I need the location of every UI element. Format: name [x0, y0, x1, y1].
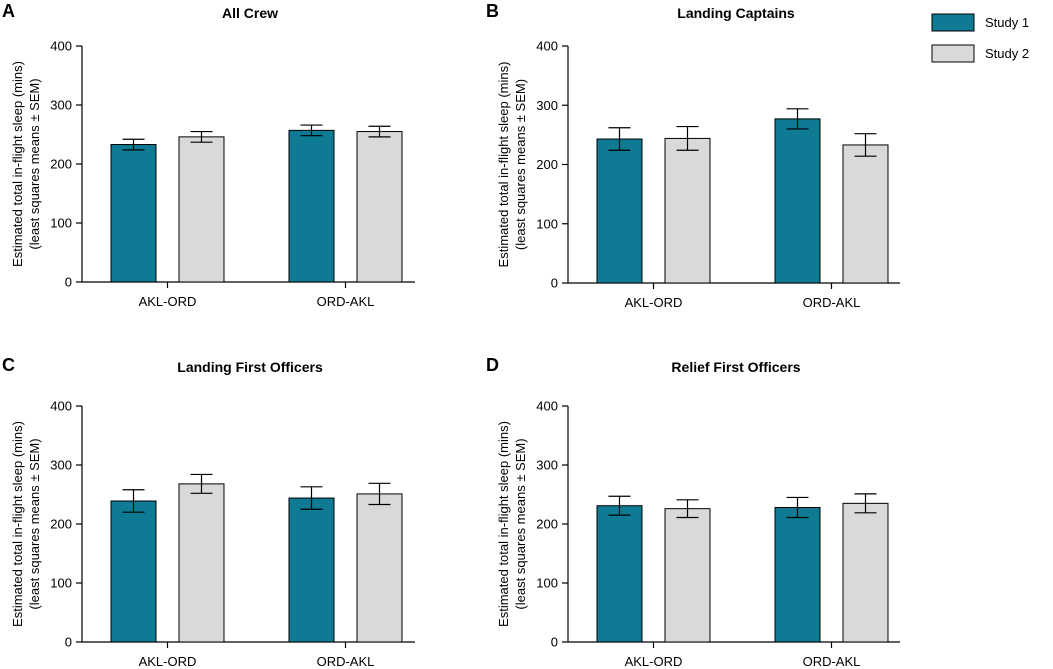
- panel-a: A All Crew Estimated total in-flight sleep…: [2, 1, 415, 309]
- y-tick-label: 300: [50, 458, 72, 473]
- bar-study-1: [288, 497, 335, 643]
- y-tick-label: 400: [536, 399, 558, 414]
- legend-label: Study 2: [985, 46, 1029, 61]
- panel-c: C Landing First Officers Estimated total i…: [2, 355, 415, 669]
- legend: Study 1 Study 2: [931, 13, 1029, 63]
- y-tick-label: 100: [50, 216, 72, 231]
- x-tick-label: ORD-AKL: [317, 654, 375, 669]
- bar-study-1: [596, 138, 643, 284]
- panel-letter: B: [486, 1, 499, 21]
- bar-study-2: [664, 137, 711, 284]
- legend-label: Study 1: [985, 15, 1029, 30]
- panel-letter: C: [2, 355, 15, 375]
- bar-study-2: [842, 144, 889, 284]
- x-tick-label: ORD-AKL: [803, 295, 861, 310]
- y-tick-label: 0: [65, 635, 72, 650]
- bar-study-2: [356, 493, 403, 643]
- panel-letter: D: [486, 355, 499, 375]
- bar-study-1: [774, 506, 821, 643]
- y-axis-label: Estimated total in-flight sleep (mins): [496, 62, 511, 268]
- y-tick-label: 300: [536, 458, 558, 473]
- panel-title: Landing Captains: [677, 5, 795, 21]
- panel-title: Relief First Officers: [671, 359, 800, 375]
- bar-study-2: [178, 136, 225, 283]
- y-tick-label: 200: [50, 157, 72, 172]
- bar-study-1: [110, 144, 157, 283]
- y-axis-label: Estimated total in-flight sleep (mins): [496, 421, 511, 627]
- panel-b: B Landing Captains Estimated total in-flig…: [486, 1, 900, 310]
- panel-title: Landing First Officers: [177, 359, 323, 375]
- y-tick-label: 0: [551, 276, 558, 291]
- legend-swatch: [931, 13, 975, 32]
- y-tick-label: 400: [50, 39, 72, 54]
- bar-study-2: [178, 483, 225, 643]
- y-axis-label: Estimated total in-flight sleep (mins): [10, 61, 25, 267]
- bar-study-1: [288, 129, 335, 283]
- bar-study-1: [774, 118, 821, 284]
- y-tick-label: 200: [50, 517, 72, 532]
- y-tick-label: 0: [551, 635, 558, 650]
- x-tick-label: AKL-ORD: [625, 654, 683, 669]
- bar-study-1: [110, 500, 157, 643]
- x-tick-label: AKL-ORD: [139, 654, 197, 669]
- y-axis-label: (least squares means ± SEM): [27, 438, 42, 609]
- y-tick-label: 300: [536, 98, 558, 113]
- y-axis-label: Estimated total in-flight sleep (mins): [10, 421, 25, 627]
- y-axis-label: (least squares means ± SEM): [27, 78, 42, 249]
- y-tick-label: 100: [50, 576, 72, 591]
- x-tick-label: ORD-AKL: [803, 654, 861, 669]
- bar-study-2: [664, 508, 711, 643]
- y-tick-label: 300: [50, 98, 72, 113]
- x-tick-label: AKL-ORD: [139, 294, 197, 309]
- bar-study-2: [356, 131, 403, 283]
- y-tick-label: 200: [536, 157, 558, 172]
- y-tick-label: 200: [536, 517, 558, 532]
- x-tick-label: AKL-ORD: [625, 295, 683, 310]
- x-tick-label: ORD-AKL: [317, 294, 375, 309]
- y-tick-label: 400: [50, 399, 72, 414]
- y-tick-label: 100: [536, 216, 558, 231]
- legend-swatch: [931, 44, 975, 63]
- y-tick-label: 0: [65, 275, 72, 290]
- y-tick-label: 100: [536, 576, 558, 591]
- bar-study-2: [842, 502, 889, 643]
- panel-title: All Crew: [222, 5, 278, 21]
- y-axis-label: (least squares means ± SEM): [513, 79, 528, 250]
- y-axis-label: (least squares means ± SEM): [513, 438, 528, 609]
- panel-d: D Relief First Officers Estimated total in…: [486, 355, 900, 669]
- panel-letter: A: [2, 1, 15, 21]
- y-tick-label: 400: [536, 39, 558, 54]
- bar-study-1: [596, 505, 643, 643]
